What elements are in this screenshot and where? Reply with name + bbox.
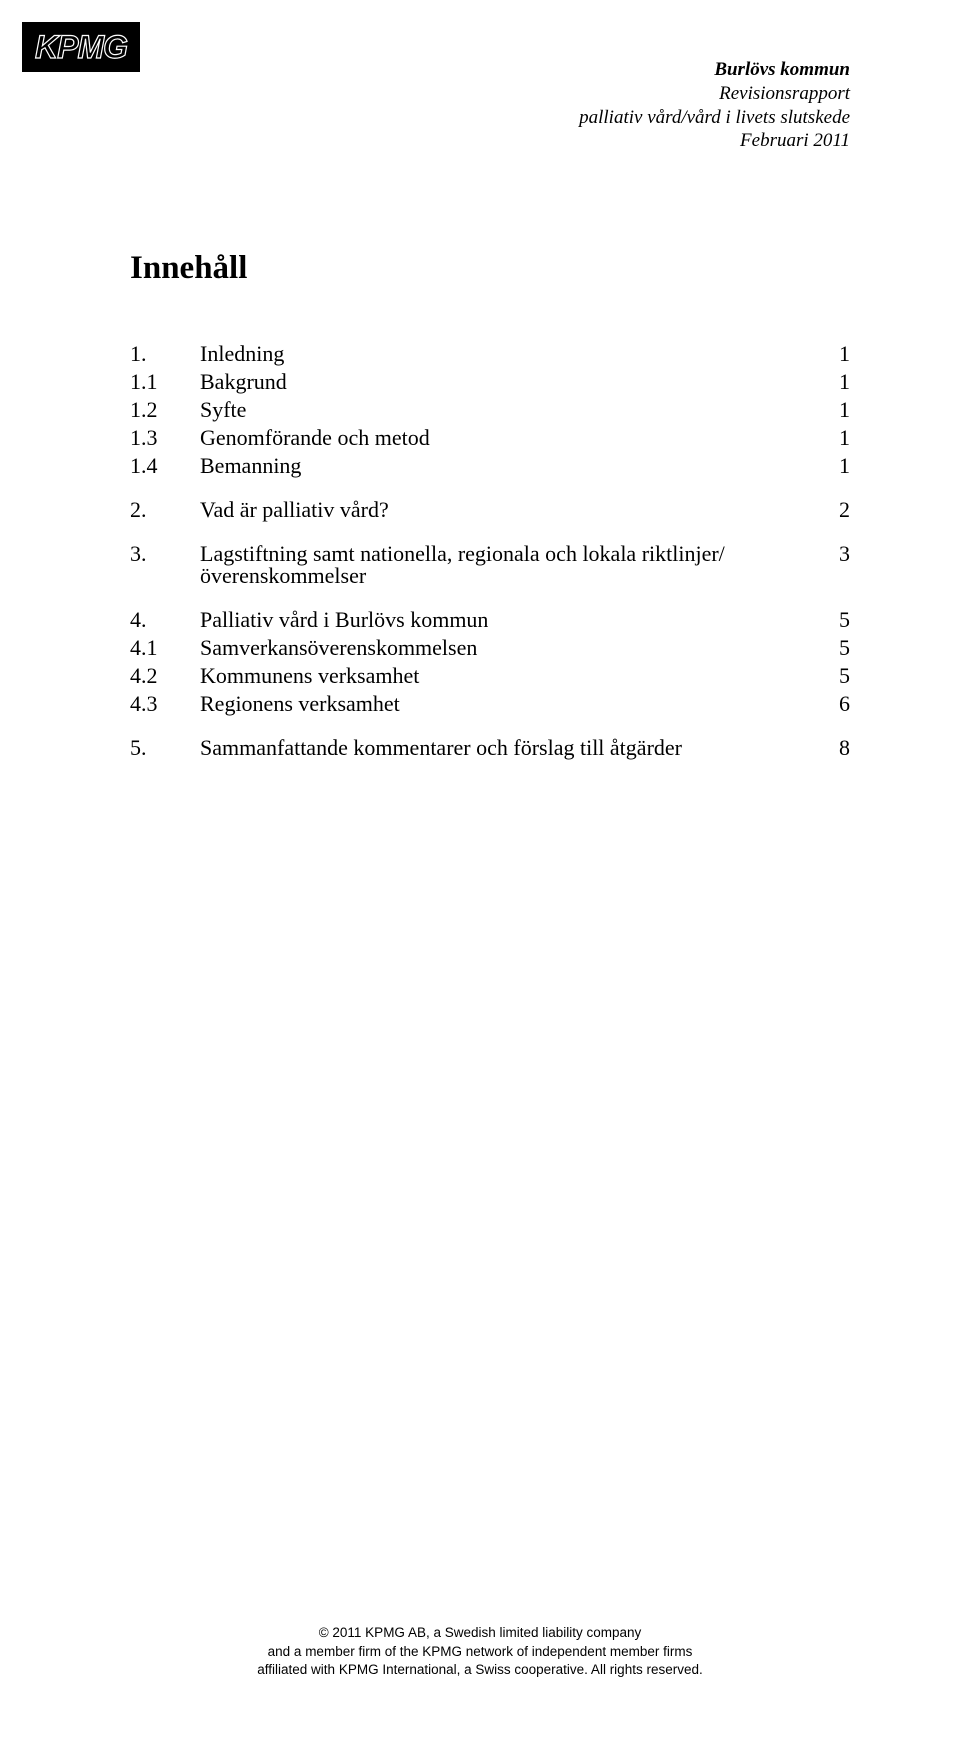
toc-number: 3. (130, 543, 200, 587)
document-page: KPMG Burlövs kommun Revisionsrapport pal… (0, 0, 960, 1739)
toc-entry: 2. Vad är palliativ vård? 2 (130, 499, 850, 521)
toc-group: 5. Sammanfattande kommentarer och försla… (130, 737, 850, 759)
toc-page: 5 (820, 609, 850, 631)
footer-line: © 2011 KPMG AB, a Swedish limited liabil… (0, 1624, 960, 1642)
toc-entry: 1.3 Genomförande och metod 1 (130, 427, 850, 449)
toc-number: 1.2 (130, 399, 200, 421)
document-footer: © 2011 KPMG AB, a Swedish limited liabil… (0, 1624, 960, 1679)
toc-label: Lagstiftning samt nationella, regionala … (200, 543, 820, 587)
toc-group: 2. Vad är palliativ vård? 2 (130, 499, 850, 521)
toc-entry: 5. Sammanfattande kommentarer och försla… (130, 737, 850, 759)
toc-number: 4.3 (130, 693, 200, 715)
document-header: Burlövs kommun Revisionsrapport palliati… (579, 58, 850, 153)
toc-page: 5 (820, 665, 850, 687)
footer-line: and a member firm of the KPMG network of… (0, 1643, 960, 1661)
toc-number: 4. (130, 609, 200, 631)
toc-group: 4. Palliativ vård i Burlövs kommun 5 4.1… (130, 609, 850, 715)
page-title: Innehåll (130, 250, 850, 287)
header-date: Februari 2011 (579, 129, 850, 153)
toc-label: Sammanfattande kommentarer och förslag t… (200, 737, 820, 759)
toc-page: 1 (820, 399, 850, 421)
toc-label: Genomförande och metod (200, 427, 820, 449)
kpmg-logo-text: KPMG (35, 31, 127, 63)
toc-label: Regionens verksamhet (200, 693, 820, 715)
toc-group: 1. Inledning 1 1.1 Bakgrund 1 1.2 Syfte … (130, 343, 850, 477)
kpmg-logo: KPMG (22, 22, 140, 72)
toc-label: Kommunens verksamhet (200, 665, 820, 687)
toc-entry: 1. Inledning 1 (130, 343, 850, 365)
toc-page: 1 (820, 427, 850, 449)
table-of-contents: 1. Inledning 1 1.1 Bakgrund 1 1.2 Syfte … (130, 343, 850, 759)
toc-entry: 4.3 Regionens verksamhet 6 (130, 693, 850, 715)
toc-entry: 1.2 Syfte 1 (130, 399, 850, 421)
toc-page: 2 (820, 499, 850, 521)
document-content: Innehåll 1. Inledning 1 1.1 Bakgrund 1 1… (130, 250, 850, 759)
toc-entry: 3. Lagstiftning samt nationella, regiona… (130, 543, 850, 587)
header-report-type: Revisionsrapport (579, 82, 850, 106)
toc-entry: 4.1 Samverkansöverenskommelsen 5 (130, 637, 850, 659)
toc-label: Bakgrund (200, 371, 820, 393)
footer-line: affiliated with KPMG International, a Sw… (0, 1661, 960, 1679)
toc-number: 1.3 (130, 427, 200, 449)
toc-entry: 1.4 Bemanning 1 (130, 455, 850, 477)
toc-label: Inledning (200, 343, 820, 365)
toc-number: 1.4 (130, 455, 200, 477)
toc-label: Syfte (200, 399, 820, 421)
toc-entry: 4. Palliativ vård i Burlövs kommun 5 (130, 609, 850, 631)
header-org: Burlövs kommun (579, 58, 850, 82)
toc-entry: 4.2 Kommunens verksamhet 5 (130, 665, 850, 687)
toc-label: Samverkansöverenskommelsen (200, 637, 820, 659)
toc-label: Bemanning (200, 455, 820, 477)
toc-number: 5. (130, 737, 200, 759)
toc-number: 2. (130, 499, 200, 521)
toc-page: 8 (820, 737, 850, 759)
toc-page: 1 (820, 371, 850, 393)
toc-label: Palliativ vård i Burlövs kommun (200, 609, 820, 631)
toc-page: 3 (820, 543, 850, 587)
toc-label: Vad är palliativ vård? (200, 499, 820, 521)
toc-number: 1.1 (130, 371, 200, 393)
toc-entry: 1.1 Bakgrund 1 (130, 371, 850, 393)
toc-page: 6 (820, 693, 850, 715)
toc-page: 5 (820, 637, 850, 659)
toc-page: 1 (820, 455, 850, 477)
header-subject: palliativ vård/vård i livets slutskede (579, 106, 850, 130)
toc-number: 1. (130, 343, 200, 365)
toc-group: 3. Lagstiftning samt nationella, regiona… (130, 543, 850, 587)
toc-number: 4.1 (130, 637, 200, 659)
toc-page: 1 (820, 343, 850, 365)
toc-number: 4.2 (130, 665, 200, 687)
